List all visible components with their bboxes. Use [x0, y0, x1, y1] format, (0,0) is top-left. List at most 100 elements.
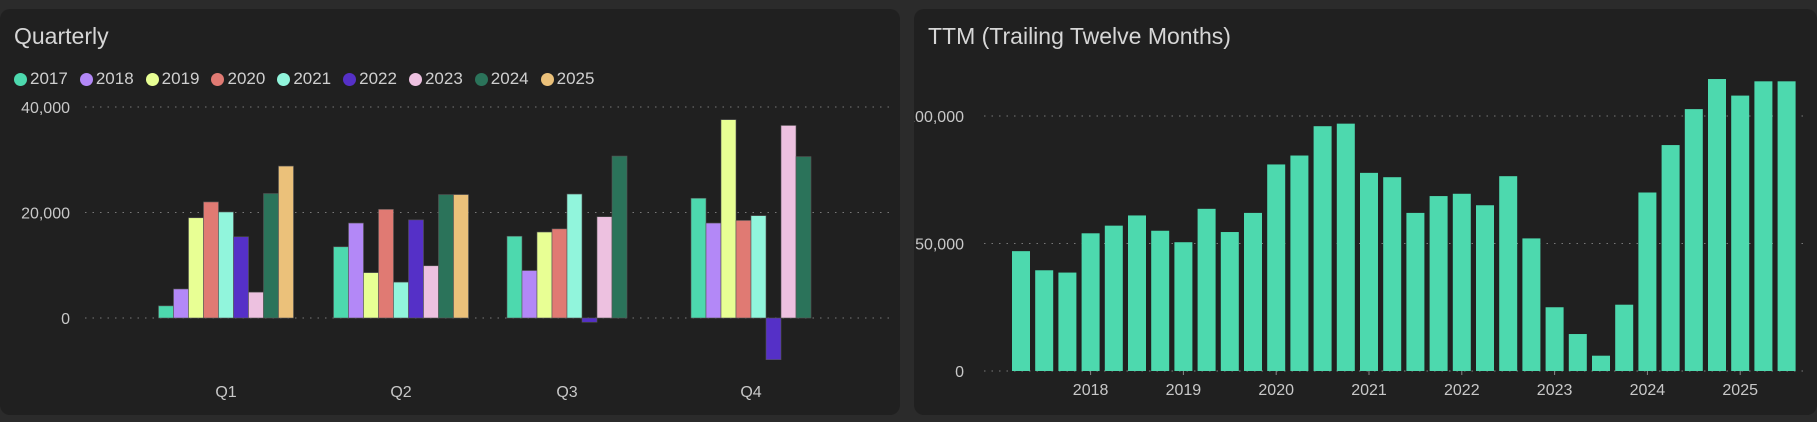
bar-2022Q3	[1499, 176, 1518, 371]
bar-2020Q4	[1336, 123, 1355, 372]
bar-2021Q3	[1406, 212, 1425, 371]
x-tick-label: Q1	[215, 384, 236, 401]
bar-2017Q4	[1058, 272, 1077, 371]
bar-2025Q2	[1754, 81, 1773, 371]
bar-Q1-2025	[278, 165, 294, 319]
bar-2019Q1	[1174, 242, 1193, 371]
ttm-chart: 0 50,000 100,000 2018 2019 2020 2021 2022 2023 20…	[914, 79, 1809, 399]
legend-swatch	[474, 72, 488, 86]
legend-swatch	[540, 72, 554, 86]
legend-swatch	[14, 72, 27, 86]
legend-item-2022[interactable]: 2022	[343, 69, 397, 89]
bar-Q1-2024	[263, 193, 279, 319]
ttm-title: TTM (Trailing Twelve Months)	[928, 23, 1231, 49]
bar-Q4-2023	[780, 125, 797, 319]
x-tick-label: 2019	[1166, 382, 1202, 399]
quarterly-chart: 0 20,000 40,000 Q1 Q2 Q3 Q4	[21, 100, 890, 401]
bar-Q3-2021	[566, 193, 583, 319]
legend-label: 2021	[293, 69, 332, 88]
bar-Q2-2019	[363, 272, 379, 319]
bar-2022Q4	[1522, 238, 1541, 371]
bar-2021Q4	[1429, 196, 1448, 371]
legend-item-2018[interactable]: 2018	[79, 69, 134, 89]
bar-2017Q2	[1012, 251, 1030, 371]
bar-Q2-2025	[453, 194, 469, 319]
bar-2024Q1	[1638, 192, 1657, 371]
bar-Q2-2020	[378, 209, 394, 319]
bar-2022Q1	[1452, 193, 1471, 371]
legend-label: 2020	[227, 69, 266, 88]
bar-Q2-2022	[408, 219, 424, 319]
bar-Q1-2023	[248, 291, 264, 319]
bar-2024Q4	[1708, 79, 1726, 372]
x-tick-label: Q4	[740, 384, 761, 401]
bar-2025Q1	[1731, 95, 1750, 371]
bar-Q2-2021	[393, 281, 409, 319]
bar-Q2-2024	[438, 194, 454, 319]
bar-2024Q2	[1661, 145, 1680, 371]
bar-2021Q1	[1360, 172, 1378, 371]
bar-Q3-2022	[581, 317, 598, 323]
bar-2017Q3	[1035, 270, 1054, 371]
bar-2020Q3	[1313, 126, 1332, 371]
bar-Q3-2023	[596, 216, 613, 319]
quarterly-panel: Quarterly 2017 2018 2019 2020 2021 2022 2023 20…	[0, 9, 900, 415]
bar-Q4-2020	[735, 220, 752, 319]
x-tick-label: 2018	[1073, 382, 1109, 399]
quarterly-title: Quarterly	[14, 23, 109, 49]
bar-Q1-2022	[233, 236, 249, 319]
legend-item-2023[interactable]: 2023	[408, 69, 463, 89]
bar-Q4-2018	[705, 222, 722, 319]
legend: 2017 2018 2019 2020 2021 2022 2023 2024 2025	[14, 69, 594, 89]
y-tick-label: 0	[61, 311, 70, 328]
bar-Q4-2017	[690, 197, 707, 319]
legend-label: 2022	[359, 69, 397, 88]
bar-Q4-2021	[750, 215, 767, 319]
bar-2021Q2	[1383, 177, 1402, 371]
x-tick-label: Q3	[556, 384, 577, 401]
legend-swatch	[145, 72, 159, 86]
y-tick-label: 100,000	[914, 109, 964, 126]
bar-2025Q3	[1777, 81, 1796, 371]
legend-item-2024[interactable]: 2024	[474, 69, 529, 89]
legend-item-2017[interactable]: 2017	[14, 69, 68, 89]
bar-2020Q2	[1290, 155, 1309, 371]
bar-2023Q4	[1615, 304, 1634, 371]
legend-item-2021[interactable]: 2021	[277, 69, 331, 89]
bar-Q4-2022	[765, 317, 782, 360]
legend-label: 2024	[490, 69, 529, 88]
bar-Q3-2024	[611, 155, 628, 319]
legend-swatch	[211, 72, 225, 86]
legend-label: 2019	[161, 69, 200, 88]
legend-label: 2025	[556, 69, 595, 88]
bar-Q1-2020	[203, 201, 219, 319]
x-tick-label: 2020	[1258, 382, 1294, 399]
bar-2019Q3	[1220, 232, 1239, 371]
y-tick-label: 0	[955, 364, 964, 381]
legend-swatch	[277, 72, 291, 86]
bar-Q2-2023	[423, 265, 439, 319]
bar-2022Q2	[1476, 205, 1494, 371]
legend-item-2019[interactable]: 2019	[145, 69, 200, 89]
legend-swatch	[408, 72, 422, 86]
legend-item-2025[interactable]: 2025	[540, 69, 595, 89]
bar-2023Q3	[1592, 355, 1610, 371]
bar-2018Q2	[1104, 225, 1123, 371]
bar-Q2-2017	[333, 246, 349, 319]
bar-Q4-2024	[795, 156, 812, 319]
bar-2018Q1	[1081, 233, 1100, 371]
bar-Q1-2019	[188, 217, 204, 319]
bar-2019Q2	[1197, 208, 1216, 371]
x-tick-label: 2023	[1537, 382, 1573, 399]
legend-swatch	[79, 72, 93, 86]
bar-2018Q3	[1128, 215, 1146, 371]
bar-Q1-2017	[158, 305, 174, 319]
bar-Q1-2018	[173, 288, 189, 319]
legend-label: 2023	[424, 69, 463, 88]
bar-2023Q1	[1545, 307, 1564, 371]
y-tick-label: 40,000	[21, 100, 70, 117]
bar-Q3-2018	[521, 270, 538, 319]
legend-item-2020[interactable]: 2020	[211, 69, 265, 89]
legend-swatch	[343, 72, 357, 86]
x-tick-label: 2024	[1630, 382, 1666, 399]
